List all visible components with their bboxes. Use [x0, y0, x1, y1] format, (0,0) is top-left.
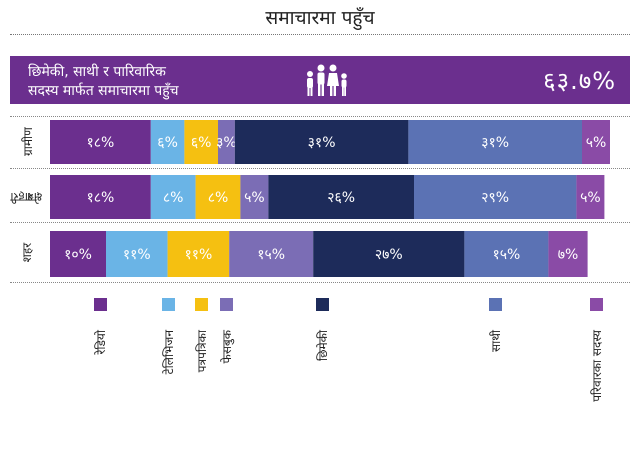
bar-value-label: २७%: [375, 247, 403, 263]
bar-value-label: १५%: [257, 247, 285, 263]
legend-swatch: [162, 298, 175, 311]
bar-segment: [313, 231, 465, 277]
bar-segment: [240, 175, 269, 219]
legend-label: फेसबुक: [220, 330, 234, 364]
family-icon: [302, 64, 352, 102]
bar-segment: [50, 175, 151, 219]
legend-swatch: [195, 298, 208, 311]
bar-value-label: २६%: [327, 190, 355, 206]
bar-value-label: ५%: [244, 190, 265, 206]
banner-line-2: सदस्य मार्फत समाचारमा पहुँच: [28, 83, 179, 99]
chart-title: समाचारमा पहुँच: [265, 7, 375, 29]
row-divider: [10, 168, 630, 169]
row-divider: [10, 116, 630, 117]
legend-swatch: [220, 298, 233, 311]
bar-segment: [50, 231, 106, 277]
bar-segment: [150, 175, 196, 219]
legend-label: पत्रपत्रिका: [195, 330, 209, 373]
summary-banner: छिमेकी, साथी र पारिवारिक सदस्य मार्फत सम…: [10, 56, 630, 104]
bar-segment: [408, 120, 582, 164]
bar-segment: [582, 120, 610, 164]
bar-segment: [576, 175, 605, 219]
banner-line-1: छिमेकी, साथी र पारिवारिक: [28, 64, 166, 80]
banner-value: ६३.७%: [543, 67, 616, 95]
bar-value-label: १०%: [64, 247, 92, 263]
bar-value-label: ६%: [157, 135, 178, 151]
bar-segment: [548, 231, 588, 277]
legend-swatch: [489, 298, 502, 311]
bar-segment: [195, 175, 241, 219]
bar-segment: [218, 120, 235, 164]
bar-value-label: ३%: [216, 135, 237, 151]
title-divider: [10, 34, 630, 35]
bar-value-label: ३१%: [481, 135, 509, 151]
bar-segment: [234, 120, 409, 164]
bar-value-label: ८%: [163, 190, 184, 206]
bar-segment: [229, 231, 314, 277]
bar-segment: [106, 231, 168, 277]
bar-segment: [150, 120, 185, 164]
row-divider: [10, 282, 630, 283]
bar-value-label: ७%: [558, 247, 579, 263]
bar-value-label: ३१%: [308, 135, 336, 151]
legend-label: टेलिभिजन: [162, 330, 176, 375]
bar-segment: [50, 120, 151, 164]
legend-label: साथी: [489, 330, 503, 352]
bar-segment: [268, 175, 414, 219]
bar-segment: [414, 175, 577, 219]
bar-segment: [464, 231, 549, 277]
bar-segment: [167, 231, 230, 277]
bar-value-label: २९%: [481, 190, 509, 206]
bar-value-label: ६%: [191, 135, 212, 151]
legend-label: परिवारका सदस्य: [590, 330, 604, 402]
bar-value-label: १८%: [86, 190, 114, 206]
legend-label: रेडियो: [94, 330, 108, 355]
bar-value-label: १८%: [86, 135, 114, 151]
bar-value-label: ११%: [123, 247, 151, 263]
row-divider: [10, 222, 630, 223]
legend-swatch: [94, 298, 107, 311]
bar-value-label: ५%: [580, 190, 601, 206]
legend-swatch: [316, 298, 329, 311]
bar-value-label: ८%: [208, 190, 229, 206]
bar-value-label: ५%: [586, 135, 607, 151]
bar-value-label: १५%: [492, 247, 520, 263]
legend-swatch: [590, 298, 603, 311]
bar-value-label: ११%: [184, 247, 212, 263]
legend-label: छिमेकी: [316, 330, 330, 362]
bar-segment: [184, 120, 218, 164]
